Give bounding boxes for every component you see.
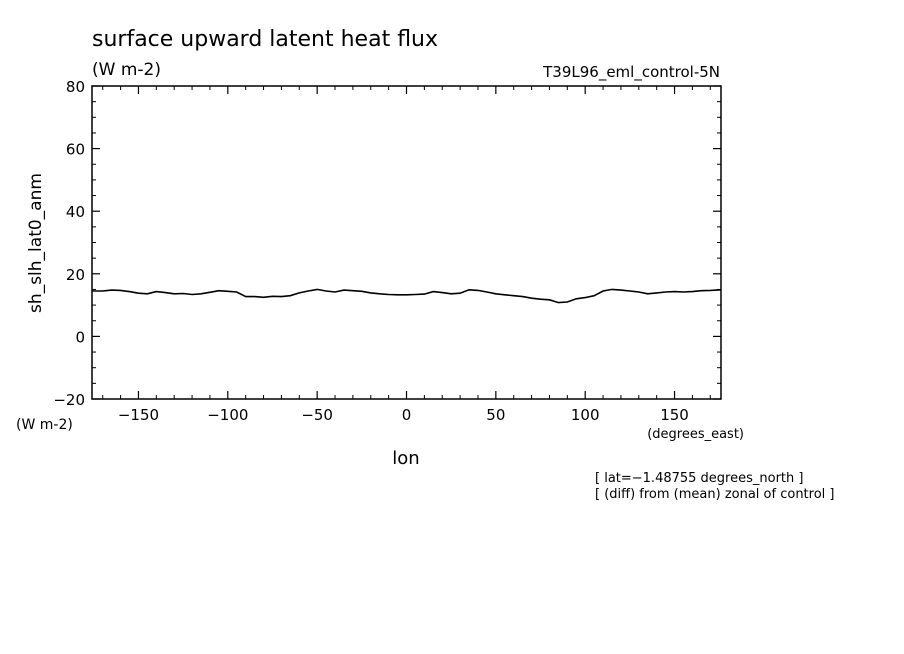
x-tick-label: −50 [301,406,333,424]
x-tick-label: −100 [207,406,248,424]
y-tick-label: 0 [75,328,85,346]
y-tick-label: 40 [66,203,85,221]
x-tick-label: 100 [571,406,600,424]
note-latitude: [ lat=−1.48755 degrees_north ] [595,471,803,486]
x-tick-label: 0 [402,406,412,424]
chart-title: surface upward latent heat flux [92,27,438,52]
x-tick-labels: −150 −100 −50 0 50 100 150 [118,406,689,424]
y-tick-label: 60 [66,141,85,159]
y-tick-labels: −20 0 20 40 60 80 [53,78,85,409]
x-tick-label: −150 [118,406,159,424]
plot-frame [91,85,722,400]
axis-ticks [92,85,721,400]
y-axis-label: sh_slh_lat0_anm [26,173,46,313]
experiment-label: T39L96_eml_control-5N [542,63,720,82]
x-axis-label: lon [392,448,419,469]
x-tick-label: 50 [486,406,505,424]
x-axis-units: (degrees_east) [647,427,744,442]
series-line [92,288,722,304]
y-tick-label: 20 [66,266,85,284]
y-tick-label: −20 [53,391,85,409]
note-diff: [ (diff) from (mean) zonal of control ] [595,487,834,502]
y-axis-units: (W m-2) [16,417,73,433]
x-tick-label: 150 [660,406,689,424]
y-tick-label: 80 [66,78,85,96]
title-units: (W m-2) [92,60,161,80]
